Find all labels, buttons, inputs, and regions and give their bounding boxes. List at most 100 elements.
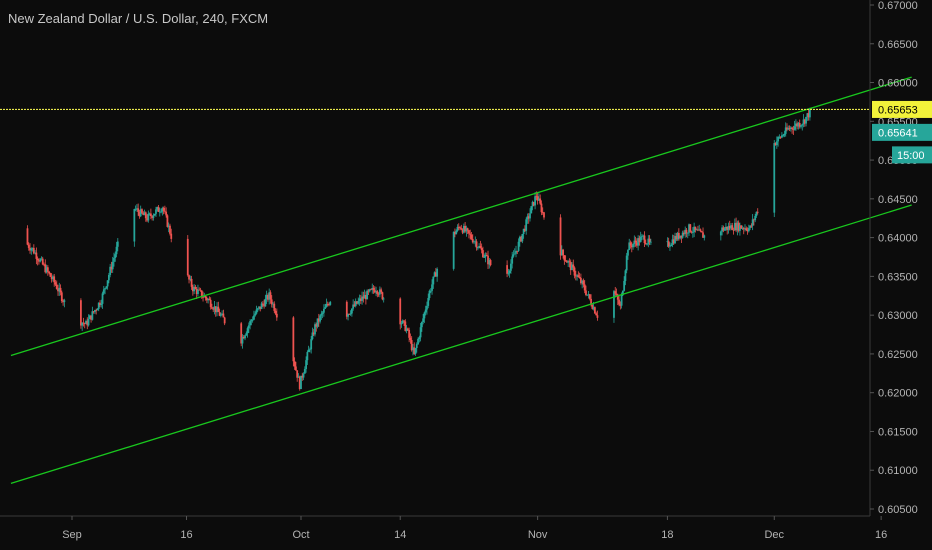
candle-body — [788, 128, 791, 130]
candle-body — [315, 324, 318, 327]
candle-body — [649, 241, 652, 243]
candle-body — [781, 135, 783, 138]
candle-body — [751, 219, 754, 226]
candle-body — [157, 207, 160, 212]
candle-body — [349, 313, 352, 315]
countdown-label: 15:00 — [897, 150, 925, 162]
candle-body — [534, 196, 536, 206]
candle-body — [401, 320, 404, 324]
candle-body — [621, 290, 624, 296]
candle-body — [620, 295, 623, 306]
candle-body — [475, 241, 478, 248]
candle-body — [683, 232, 685, 235]
candle-body — [139, 209, 142, 217]
candle-body — [326, 303, 329, 305]
candle-body — [261, 303, 264, 305]
candle-body — [424, 309, 427, 313]
time-axis[interactable]: Sep 16 Oct 14 Nov 18 Dec 16 — [62, 516, 887, 541]
candle-body — [474, 241, 477, 243]
candle-body — [578, 276, 581, 278]
candle-body — [741, 228, 744, 230]
candle-body — [560, 249, 563, 256]
candle-body — [417, 338, 419, 345]
candle-body — [141, 209, 143, 213]
last-price-label: 0.65641 — [878, 127, 918, 139]
candle-body — [264, 298, 267, 307]
candle-body — [370, 289, 372, 291]
candle-body — [529, 213, 531, 219]
candle-body — [613, 291, 615, 318]
y-tick-label: 0.67000 — [878, 0, 918, 12]
candle-body — [489, 260, 492, 266]
candle-body — [218, 311, 221, 316]
candle-body — [97, 302, 100, 309]
candle-body — [253, 315, 255, 320]
candle-body — [642, 235, 645, 237]
candle-body — [110, 266, 113, 270]
candle-body — [147, 213, 150, 221]
candle-body — [272, 303, 274, 305]
candle-body — [186, 238, 189, 276]
candle-body — [688, 224, 690, 233]
candle-body — [733, 222, 736, 231]
candle-body — [270, 299, 273, 305]
candle-body — [366, 290, 369, 300]
candle-body — [221, 313, 224, 315]
candle-body — [798, 123, 801, 127]
candle-body — [592, 307, 595, 309]
candle-body — [749, 225, 751, 229]
candle-body — [670, 244, 673, 246]
candle-body — [745, 228, 748, 231]
candle-body — [115, 246, 118, 255]
candle-body — [203, 295, 206, 298]
candle-body — [87, 318, 90, 326]
candle-body — [44, 264, 47, 273]
candle-body — [91, 311, 94, 320]
candle-body — [58, 287, 61, 292]
candle-body — [593, 307, 596, 314]
candle-body — [134, 209, 137, 210]
y-tick-label: 0.64000 — [878, 233, 918, 245]
y-tick-label: 0.62000 — [878, 388, 918, 400]
candle-body — [567, 261, 570, 263]
candle-body — [646, 243, 648, 245]
candle-body — [305, 360, 307, 370]
candle-body — [158, 211, 161, 213]
candle-body — [510, 263, 512, 271]
candle-body — [476, 247, 479, 249]
candle-body — [109, 266, 112, 275]
channel-upper-line[interactable] — [10, 76, 912, 357]
price-axis[interactable]: 0.670000.665000.660000.655000.650000.645… — [870, 0, 918, 516]
y-tick-label: 0.61500 — [878, 426, 918, 438]
candle-body — [431, 284, 433, 291]
candle-body — [730, 225, 732, 229]
candle-body — [802, 119, 805, 125]
candle-body — [310, 339, 313, 350]
candle-body — [488, 260, 491, 265]
candle-body — [414, 348, 417, 354]
candle-body — [352, 304, 355, 309]
candle-body — [784, 127, 787, 134]
candle-body — [506, 265, 508, 274]
candle-body — [345, 301, 348, 317]
channel-lower-line[interactable] — [10, 204, 912, 485]
candle-body — [565, 261, 568, 263]
candle-body — [466, 228, 469, 231]
candle-body — [585, 290, 587, 296]
candle-body — [797, 123, 800, 127]
candle-body — [325, 303, 328, 308]
candle-body — [694, 226, 697, 230]
candle-body — [689, 224, 692, 232]
candle-body — [436, 268, 439, 277]
candle-body — [92, 311, 95, 313]
chart-title: New Zealand Dollar / U.S. Dollar, 240, F… — [8, 11, 269, 26]
candle-body — [590, 298, 592, 305]
candle-body — [569, 262, 572, 271]
candle-body — [530, 206, 533, 214]
candle-body — [629, 242, 632, 246]
candle-body — [643, 235, 646, 244]
candle-body — [744, 228, 746, 230]
candle-body — [319, 315, 321, 322]
candle-body — [782, 135, 785, 137]
